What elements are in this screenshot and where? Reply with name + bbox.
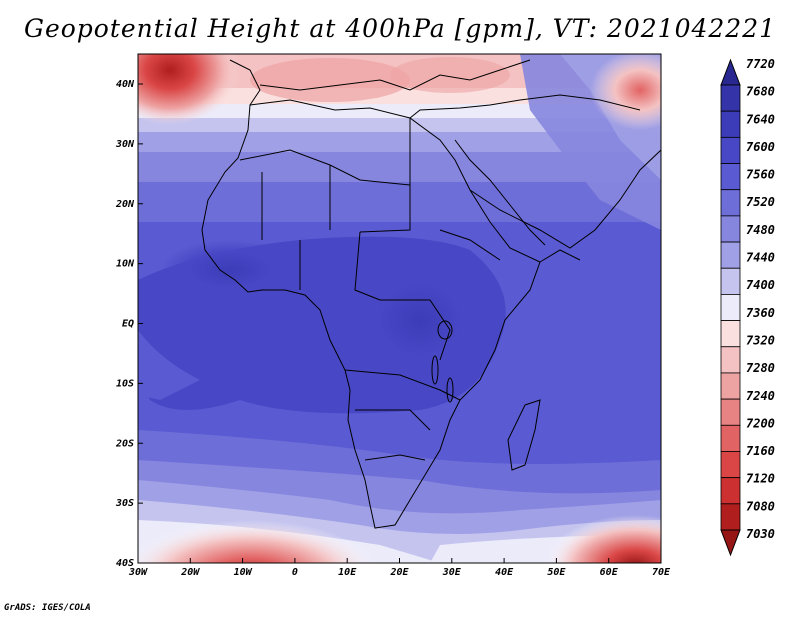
colorbar-label: 7600 [746, 140, 775, 154]
colorbar-label: 7120 [746, 472, 775, 486]
lon-tick-label: 10W [234, 567, 253, 578]
lat-tick-label: 30N [115, 139, 135, 150]
lon-tick-label: 70E [652, 567, 671, 578]
lon-tick-label: 50E [547, 567, 566, 578]
lat-tick-label: 20S [115, 438, 134, 449]
lat-tick-label: 30S [115, 498, 134, 509]
colorbar-label: 7560 [746, 168, 775, 182]
lat-tick-label: 10S [116, 378, 134, 389]
colorbar-segment [720, 215, 741, 243]
colorbar-label: 7320 [746, 333, 775, 347]
colorbar-label: 7030 [746, 527, 775, 541]
colorbar-label: 7360 [746, 306, 775, 320]
colorbar-segment [720, 372, 741, 400]
lat-tick-label: 40S [116, 558, 134, 569]
coastlines [201, 59, 661, 529]
colorbar-label: 7280 [746, 361, 775, 375]
colorbar-segment [720, 398, 741, 426]
latitude-axis: 40N 30N 20N 10N EQ 10S 20S 30S 40S [115, 79, 143, 569]
lon-tick-label: 20E [389, 567, 409, 578]
colorbar-segment [720, 294, 741, 321]
lat-tick-label: 40N [116, 79, 135, 90]
colorbar-segment [720, 503, 741, 531]
colorbar-segment [720, 163, 741, 191]
colorbar-segment [720, 477, 741, 505]
longitude-axis: 30W 20W 10W 0 10E 20E 30E 40E 50E 60E 70E [128, 558, 671, 578]
lat-tick-label: 10N [116, 259, 135, 270]
lat-tick-label: 20N [115, 199, 135, 210]
lon-tick-label: 60E [600, 567, 619, 578]
lon-tick-label: 40E [495, 567, 514, 578]
lon-tick-label: 10E [338, 567, 357, 578]
colorbar-label: 7680 [746, 85, 775, 99]
colorbar-label: 7520 [746, 195, 775, 209]
colorbar-label: 7160 [746, 444, 775, 458]
colorbar-segment [720, 110, 741, 138]
colorbar-label: 7440 [746, 251, 775, 265]
software-credit: GrADS: IGES/COLA [4, 603, 91, 613]
colorbar-label: 7480 [746, 223, 775, 237]
colorbar-segment [720, 346, 741, 374]
lon-tick-label: 30W [128, 567, 148, 578]
colorbar-segment [720, 320, 741, 348]
colorbar-segment [720, 267, 741, 295]
chart-title: Geopotential Height at 400hPa [gpm], VT:… [23, 14, 777, 43]
colorbar-segment [720, 84, 741, 112]
colorbar-segment [720, 136, 741, 164]
lon-tick-label: 0 [292, 567, 298, 578]
colorbar-min-arrow [720, 529, 741, 557]
lon-tick-label: 20W [180, 567, 200, 578]
colorbar-segment [720, 424, 741, 452]
colorbar-label: 7640 [746, 112, 775, 126]
colorbar-label: 7080 [746, 499, 775, 513]
colorbar-segment [720, 451, 741, 479]
colorbar-label: 7720 [746, 57, 775, 71]
lat-tick-label: EQ [122, 319, 134, 330]
colorbar-label: 7400 [746, 278, 775, 292]
colorbar-segment [720, 189, 741, 217]
colorbar-label: 7200 [746, 416, 775, 430]
colorbar-max-arrow [720, 58, 741, 86]
colorbar-label: 7240 [746, 389, 775, 403]
colorbar: 7720 7680 7640 7600 7560 7520 7480 7440 7400 7360… [720, 57, 775, 557]
colorbar-segment [720, 241, 741, 269]
lon-tick-label: 30E [442, 567, 462, 578]
height-field [138, 54, 661, 563]
